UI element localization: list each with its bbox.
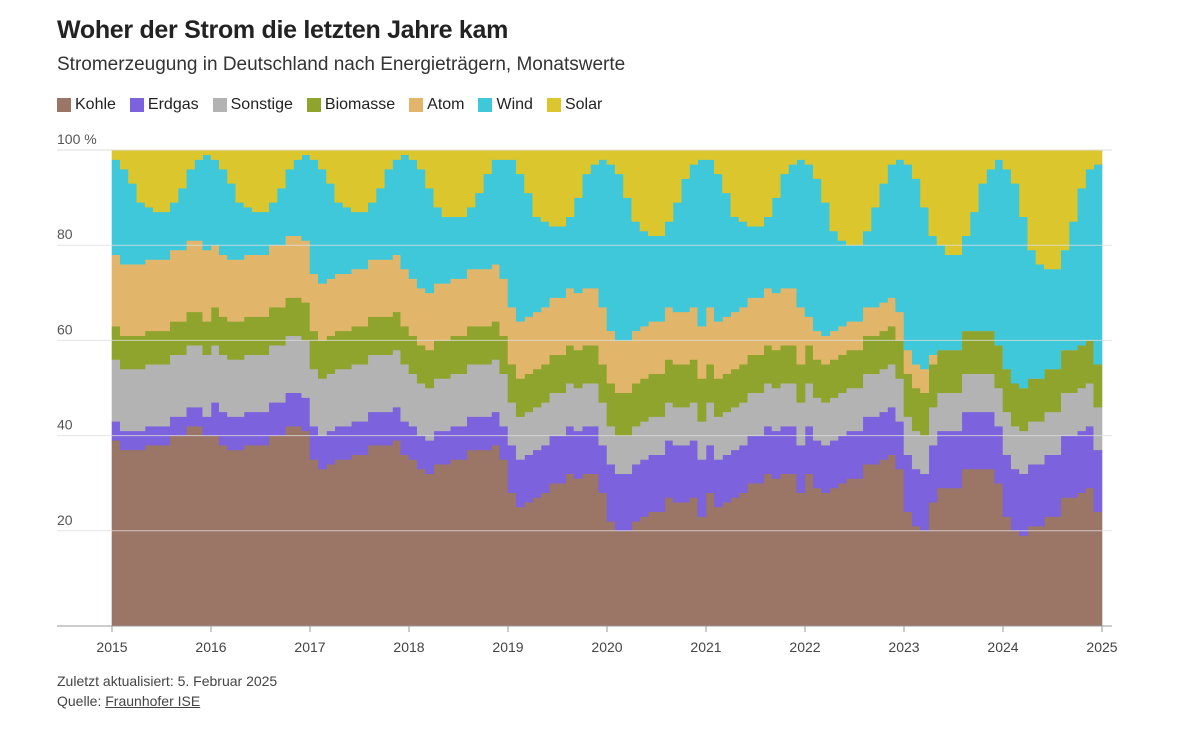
legend-item-sonstige: Sonstige	[212, 96, 293, 114]
x-tick-label: 2019	[492, 639, 523, 655]
legend-item-biomasse: Biomasse	[306, 96, 396, 114]
legend-label: Wind	[496, 96, 533, 113]
updated-note: Zuletzt aktualisiert: 5. Februar 2025	[57, 673, 278, 689]
legend-label: Kohle	[75, 96, 116, 113]
x-tick-label: 2025	[1086, 639, 1117, 655]
x-tick-label: 2016	[195, 639, 226, 655]
legend-item-atom: Atom	[409, 96, 464, 114]
x-tick-label: 2020	[591, 639, 622, 655]
y-tick-label: 20	[57, 512, 73, 528]
legend-label: Biomasse	[324, 96, 396, 113]
legend-swatch	[478, 98, 493, 112]
legend-label: Atom	[427, 96, 465, 113]
y-tick-label: 60	[57, 321, 73, 337]
x-tick-label: 2018	[393, 639, 424, 655]
legend-swatch	[306, 98, 321, 112]
y-tick-label: 100 %	[57, 131, 97, 147]
x-tick-label: 2021	[690, 639, 721, 655]
chart-subtitle: Stromerzeugung in Deutschland nach Energ…	[57, 54, 626, 75]
source-note: Quelle: Fraunhofer ISE	[57, 693, 200, 709]
legend-item-solar: Solar	[546, 96, 603, 114]
legend-label: Sonstige	[230, 96, 293, 113]
x-tick-label: 2023	[888, 639, 919, 655]
x-tick-label: 2015	[96, 639, 127, 655]
legend-swatch	[57, 98, 71, 112]
legend: Kohle Erdgas Sonstige Biomasse Atom Wind Solar	[57, 96, 602, 114]
source-label: Quelle:	[57, 693, 106, 709]
legend-item-kohle: Kohle	[57, 96, 116, 114]
legend-swatch	[409, 98, 424, 112]
legend-label: Solar	[564, 96, 603, 113]
legend-item-wind: Wind	[478, 96, 533, 114]
chart-title: Woher der Strom die letzten Jahre kam	[57, 16, 509, 44]
legend-label: Erdgas	[147, 96, 199, 113]
y-tick-label: 80	[57, 226, 73, 242]
legend-item-erdgas: Erdgas	[129, 96, 199, 114]
source-link[interactable]: Fraunhofer ISE	[105, 693, 201, 709]
legend-swatch	[129, 98, 144, 112]
x-tick-label: 2022	[789, 639, 820, 655]
x-tick-label: 2024	[987, 639, 1018, 655]
legend-swatch	[546, 98, 561, 112]
x-tick-label: 2017	[294, 639, 325, 655]
legend-swatch	[212, 98, 227, 112]
y-tick-label: 40	[57, 417, 73, 433]
